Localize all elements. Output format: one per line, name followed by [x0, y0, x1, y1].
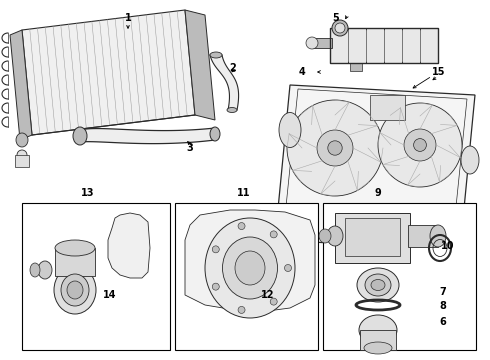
- Ellipse shape: [210, 127, 220, 141]
- Circle shape: [378, 103, 462, 187]
- Text: 15: 15: [432, 67, 446, 77]
- PathPatch shape: [80, 128, 215, 144]
- Circle shape: [212, 283, 219, 290]
- Circle shape: [332, 20, 348, 36]
- Text: 10: 10: [441, 241, 455, 251]
- Text: 11: 11: [237, 188, 251, 198]
- Polygon shape: [185, 10, 215, 120]
- Bar: [370, 95, 405, 120]
- Circle shape: [287, 100, 383, 196]
- Ellipse shape: [38, 261, 52, 279]
- Ellipse shape: [210, 52, 222, 58]
- Ellipse shape: [54, 266, 96, 314]
- PathPatch shape: [210, 55, 239, 110]
- Bar: [335, 213, 410, 263]
- Ellipse shape: [461, 146, 479, 174]
- Bar: [420, 28, 438, 63]
- Bar: [350, 63, 362, 71]
- Text: 12: 12: [261, 290, 275, 300]
- Bar: [384, 28, 402, 63]
- Ellipse shape: [73, 127, 87, 145]
- Text: 14: 14: [103, 290, 117, 300]
- Bar: [330, 28, 438, 63]
- Text: 9: 9: [375, 188, 381, 198]
- Bar: [402, 28, 420, 63]
- Bar: [175, 203, 318, 350]
- Circle shape: [306, 37, 318, 49]
- Circle shape: [238, 222, 245, 230]
- Ellipse shape: [430, 225, 446, 247]
- Polygon shape: [10, 30, 32, 140]
- Text: 4: 4: [298, 67, 305, 77]
- Circle shape: [335, 23, 345, 33]
- Ellipse shape: [371, 279, 385, 291]
- Circle shape: [270, 298, 277, 305]
- Bar: [55, 248, 95, 276]
- Bar: [345, 218, 400, 256]
- Ellipse shape: [16, 133, 28, 147]
- Text: 6: 6: [440, 317, 446, 327]
- Ellipse shape: [365, 274, 391, 296]
- Circle shape: [285, 265, 292, 271]
- Polygon shape: [22, 10, 195, 135]
- Bar: [366, 28, 384, 63]
- Text: 1: 1: [124, 13, 131, 23]
- Bar: [312, 38, 332, 48]
- Ellipse shape: [55, 240, 95, 256]
- Ellipse shape: [319, 229, 331, 243]
- Ellipse shape: [67, 281, 83, 299]
- Text: 13: 13: [81, 188, 95, 198]
- Ellipse shape: [227, 108, 237, 112]
- Bar: [323, 203, 476, 350]
- Bar: [360, 330, 396, 350]
- Circle shape: [270, 231, 277, 238]
- Ellipse shape: [327, 226, 343, 246]
- Text: 8: 8: [440, 301, 446, 311]
- Circle shape: [414, 139, 426, 152]
- Ellipse shape: [222, 237, 277, 299]
- Ellipse shape: [30, 263, 40, 277]
- Polygon shape: [108, 213, 150, 278]
- Text: 7: 7: [440, 287, 446, 297]
- Circle shape: [212, 246, 219, 253]
- Text: 3: 3: [187, 143, 194, 153]
- Text: 5: 5: [333, 13, 340, 23]
- Bar: [330, 28, 348, 63]
- Circle shape: [238, 306, 245, 314]
- Bar: [348, 28, 366, 63]
- Bar: [408, 225, 438, 247]
- Bar: [15, 155, 29, 167]
- Circle shape: [328, 141, 342, 155]
- Bar: [22, 203, 170, 350]
- Ellipse shape: [17, 150, 27, 160]
- Ellipse shape: [357, 268, 399, 302]
- Ellipse shape: [359, 315, 397, 345]
- Circle shape: [404, 129, 436, 161]
- Polygon shape: [185, 210, 315, 312]
- Polygon shape: [275, 85, 475, 250]
- Text: 2: 2: [230, 63, 236, 73]
- Ellipse shape: [364, 342, 392, 354]
- Ellipse shape: [279, 112, 301, 148]
- Ellipse shape: [61, 274, 89, 306]
- Ellipse shape: [205, 218, 295, 318]
- Circle shape: [317, 130, 353, 166]
- Ellipse shape: [235, 251, 265, 285]
